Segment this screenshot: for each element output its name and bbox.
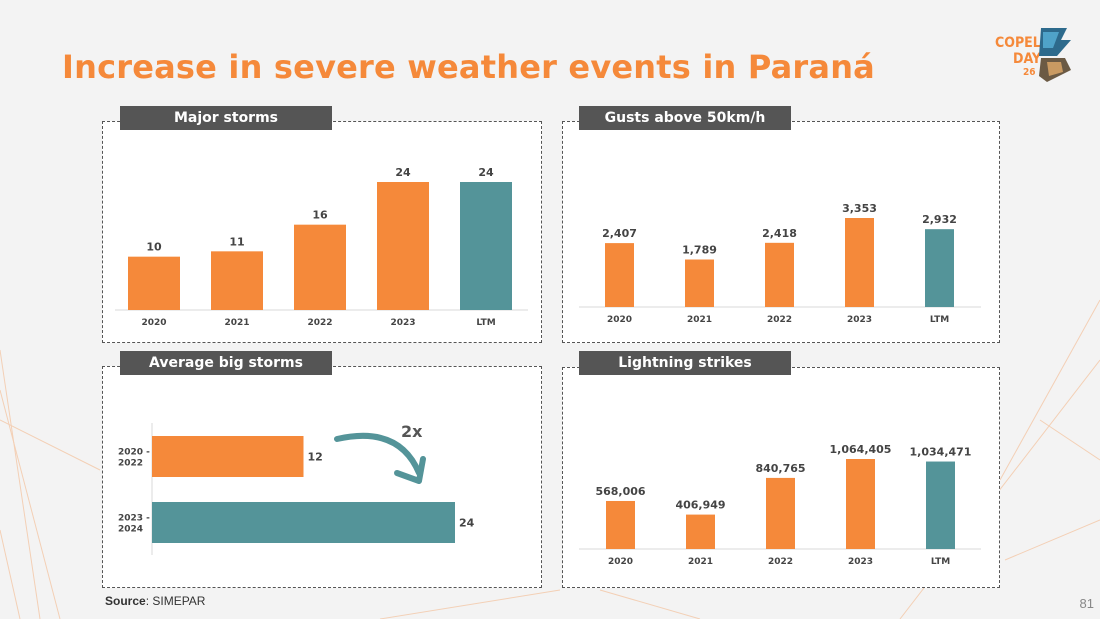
x-tick-label: 2020 — [608, 557, 633, 567]
annotation-2x: 2x — [401, 422, 423, 441]
data-label: 24 — [478, 166, 494, 179]
bar-2022 — [294, 224, 346, 310]
bar-2023 — [846, 459, 875, 549]
gusts-chart: 2,407 2020 1,789 2021 2,418 2022 3,353 2023 2,93… — [579, 202, 981, 325]
logo-graphic — [1039, 28, 1071, 82]
x-tick-label: 2023 — [847, 315, 872, 325]
x-tick-label: LTM — [930, 315, 949, 325]
y-tick-label: 2020 -2022 — [118, 448, 150, 469]
major-storms-chart: 10 2020 11 2021 16 2022 24 2023 24 LTM — [115, 166, 528, 328]
x-tick-label: LTM — [931, 557, 950, 567]
data-label: 2,407 — [602, 227, 637, 240]
bar-2021 — [685, 259, 714, 307]
source-note: Source: SIMEPAR — [105, 594, 205, 608]
logo-text-line2: DAY — [1013, 51, 1041, 67]
bar-ltm — [460, 182, 512, 310]
data-label: 11 — [229, 235, 244, 248]
source-label: Source — [105, 594, 146, 608]
y-tick-label: 2023 -2024 — [118, 514, 150, 535]
data-label: 568,006 — [595, 485, 645, 498]
x-tick-label: 2023 — [390, 318, 415, 328]
x-tick-label: 2021 — [687, 315, 712, 325]
data-label: 2,418 — [762, 227, 797, 240]
data-label: 24 — [459, 517, 475, 530]
bar-2022 — [765, 242, 794, 307]
x-tick-label: 2021 — [688, 557, 713, 567]
bar-2021 — [211, 251, 263, 310]
page-title: Increase in severe weather events in Par… — [62, 48, 875, 86]
gusts-title: Gusts above 50km/h — [579, 106, 791, 130]
x-tick-label: 2022 — [768, 557, 793, 567]
x-tick-label: 2023 — [848, 557, 873, 567]
x-tick-label: 2020 — [141, 318, 166, 328]
bar-period-2 — [152, 502, 455, 543]
bar-2022 — [766, 477, 795, 549]
x-tick-label: LTM — [476, 318, 495, 328]
bar-2023 — [845, 218, 874, 307]
average-big-storms-title: Average big storms — [120, 351, 332, 375]
x-tick-label: 2022 — [307, 318, 332, 328]
data-label: 1,789 — [682, 244, 717, 257]
x-tick-label: 2020 — [607, 315, 632, 325]
bar-2020 — [606, 500, 635, 549]
data-label: 3,353 — [842, 202, 877, 215]
data-label: 12 — [308, 451, 323, 464]
bar-2021 — [686, 514, 715, 549]
data-label: 406,949 — [675, 499, 725, 512]
average-big-storms-chart: 12 2020 -2022 24 2023 -2024 2x — [118, 422, 475, 555]
data-label: 1,064,405 — [830, 443, 892, 456]
panel-lightning-strikes: 568,006 2020 406,949 2021 840,765 2022 1,064,4… — [562, 367, 1000, 588]
bar-ltm — [926, 461, 955, 549]
x-tick-label: 2022 — [767, 315, 792, 325]
bar-period-1 — [152, 436, 304, 477]
data-label: 10 — [146, 241, 162, 254]
panel-major-storms: 10 2020 11 2021 16 2022 24 2023 24 LTM — [102, 121, 542, 343]
data-label: 16 — [312, 209, 328, 222]
bar-ltm — [925, 229, 954, 307]
data-label: 24 — [395, 166, 411, 179]
bar-2023 — [377, 182, 429, 310]
arrow-head — [394, 456, 426, 484]
logo-text-line3: 26 — [1023, 67, 1036, 78]
page-number: 81 — [1079, 596, 1094, 611]
arrow-curve — [334, 432, 422, 476]
data-label: 840,765 — [755, 462, 805, 475]
lightning-strikes-title: Lightning strikes — [579, 351, 791, 375]
lightning-strikes-chart: 568,006 2020 406,949 2021 840,765 2022 1,064,4… — [579, 443, 981, 567]
bar-2020 — [128, 256, 180, 310]
panel-gusts: 2,407 2020 1,789 2021 2,418 2022 3,353 2023 2,93… — [562, 121, 1000, 343]
source-value: : SIMEPAR — [145, 594, 206, 608]
copel-day-logo: COPEL DAY 26 — [993, 26, 1073, 86]
bar-2020 — [605, 243, 634, 307]
x-tick-label: 2021 — [224, 318, 249, 328]
data-label: 2,932 — [922, 213, 957, 226]
data-label: 1,034,471 — [910, 446, 972, 459]
major-storms-title: Major storms — [120, 106, 332, 130]
logo-text-line1: COPEL — [995, 35, 1041, 51]
panel-average-big-storms: 12 2020 -2022 24 2023 -2024 2x — [102, 366, 542, 588]
